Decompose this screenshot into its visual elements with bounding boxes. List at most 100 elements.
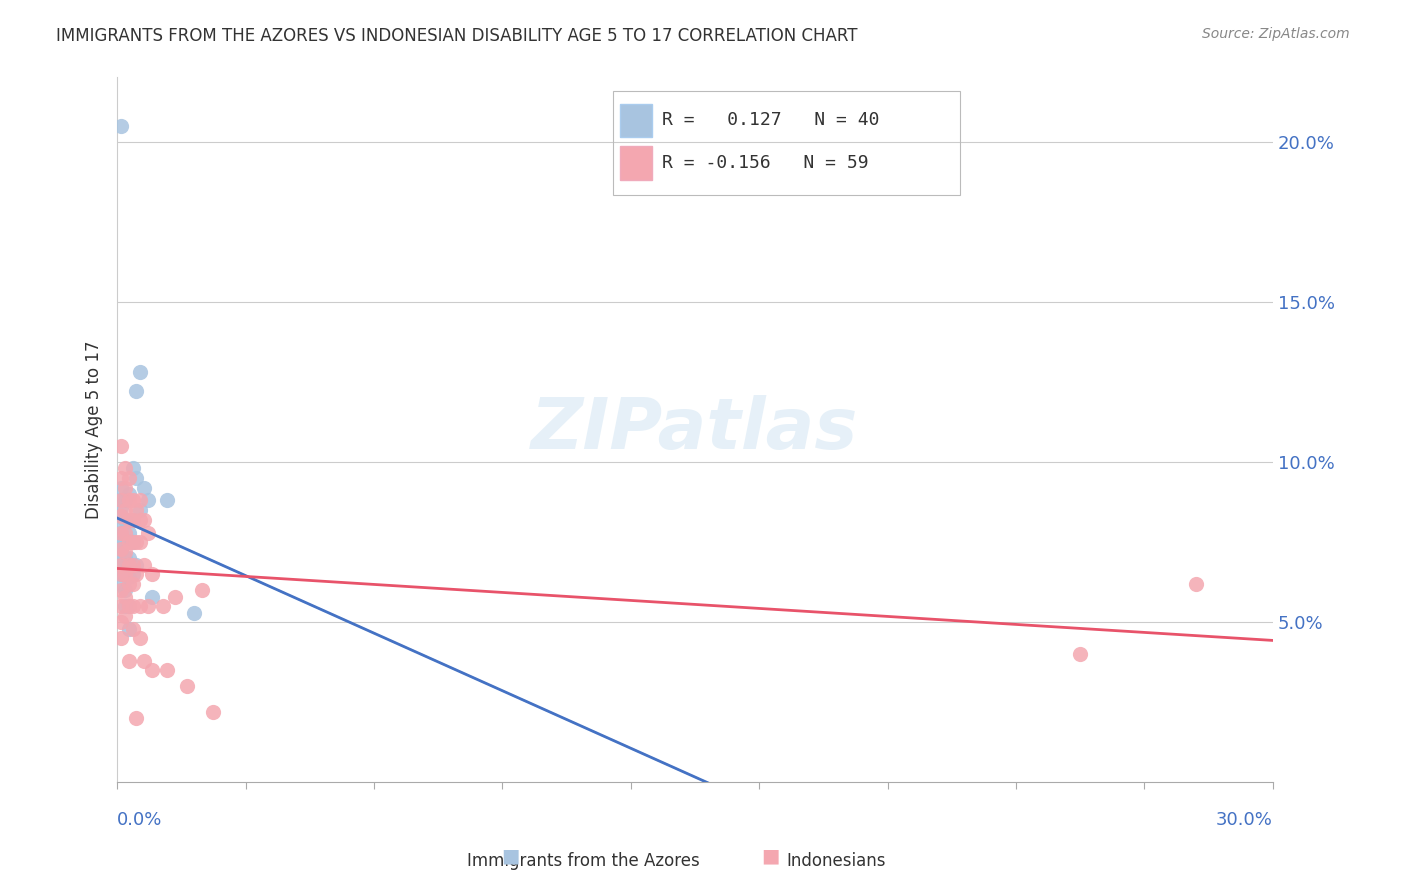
Bar bbox=[613, 91, 960, 195]
Point bbox=[134, 513, 156, 527]
Point bbox=[110, 551, 132, 566]
Point bbox=[110, 509, 132, 524]
Point bbox=[118, 551, 141, 566]
Point bbox=[183, 606, 205, 620]
Point bbox=[110, 541, 132, 556]
Point bbox=[136, 525, 159, 540]
Point bbox=[1185, 576, 1208, 591]
Point bbox=[121, 622, 143, 636]
Text: Immigrants from the Azores: Immigrants from the Azores bbox=[467, 852, 700, 870]
Point bbox=[125, 711, 148, 725]
Point bbox=[125, 503, 148, 517]
Text: IMMIGRANTS FROM THE AZORES VS INDONESIAN DISABILITY AGE 5 TO 17 CORRELATION CHAR: IMMIGRANTS FROM THE AZORES VS INDONESIAN… bbox=[56, 27, 858, 45]
Point bbox=[136, 493, 159, 508]
Point bbox=[110, 599, 132, 614]
Point bbox=[118, 622, 141, 636]
Point bbox=[114, 590, 136, 604]
Point bbox=[134, 654, 156, 668]
Text: ■: ■ bbox=[761, 847, 780, 865]
Point bbox=[129, 535, 152, 549]
Point bbox=[134, 558, 156, 572]
Point bbox=[118, 570, 141, 584]
Point bbox=[191, 583, 214, 598]
Point bbox=[114, 525, 136, 540]
Point bbox=[110, 541, 132, 556]
Point bbox=[110, 500, 132, 514]
Point bbox=[125, 567, 148, 582]
Point bbox=[118, 487, 141, 501]
FancyBboxPatch shape bbox=[620, 145, 652, 179]
Point bbox=[118, 525, 141, 540]
Point bbox=[129, 365, 152, 379]
Point bbox=[118, 535, 141, 549]
Point bbox=[121, 535, 143, 549]
Point bbox=[110, 535, 132, 549]
Point bbox=[118, 493, 141, 508]
Point bbox=[110, 493, 132, 508]
Text: 30.0%: 30.0% bbox=[1216, 811, 1272, 829]
Point bbox=[114, 461, 136, 475]
Point bbox=[129, 599, 152, 614]
Point bbox=[129, 493, 152, 508]
Point bbox=[110, 493, 132, 508]
Point bbox=[118, 576, 141, 591]
Point bbox=[114, 599, 136, 614]
Point bbox=[114, 513, 136, 527]
Point bbox=[110, 525, 132, 540]
Point bbox=[118, 471, 141, 485]
Point bbox=[121, 493, 143, 508]
Point bbox=[110, 583, 132, 598]
Point bbox=[114, 493, 136, 508]
Text: Indonesians: Indonesians bbox=[787, 852, 886, 870]
Point bbox=[134, 481, 156, 495]
Point bbox=[110, 439, 132, 453]
Point bbox=[118, 513, 141, 527]
Point bbox=[141, 663, 163, 677]
Point bbox=[114, 545, 136, 559]
Point bbox=[202, 705, 225, 719]
Point bbox=[129, 632, 152, 646]
Point bbox=[110, 567, 132, 582]
Point bbox=[121, 535, 143, 549]
Point bbox=[114, 535, 136, 549]
Point bbox=[118, 599, 141, 614]
Point bbox=[110, 615, 132, 630]
Point bbox=[118, 599, 141, 614]
Point bbox=[1069, 647, 1091, 661]
Point bbox=[118, 558, 141, 572]
Point bbox=[121, 599, 143, 614]
Point bbox=[125, 384, 148, 399]
Point bbox=[114, 583, 136, 598]
Point bbox=[110, 525, 132, 540]
Point bbox=[110, 576, 132, 591]
Text: ■: ■ bbox=[501, 847, 520, 865]
Point bbox=[110, 481, 132, 495]
Point bbox=[114, 503, 136, 517]
Point bbox=[110, 558, 132, 572]
Point bbox=[156, 493, 179, 508]
Point bbox=[110, 509, 132, 524]
Point bbox=[129, 513, 152, 527]
Point bbox=[110, 119, 132, 133]
Point bbox=[156, 663, 179, 677]
Point bbox=[141, 567, 163, 582]
Text: R =   0.127   N = 40: R = 0.127 N = 40 bbox=[662, 112, 879, 129]
Text: ZIPatlas: ZIPatlas bbox=[531, 395, 859, 465]
Point bbox=[121, 461, 143, 475]
Point bbox=[121, 576, 143, 591]
Y-axis label: Disability Age 5 to 17: Disability Age 5 to 17 bbox=[86, 341, 103, 519]
Point bbox=[152, 599, 174, 614]
Point bbox=[121, 513, 143, 527]
Point bbox=[136, 599, 159, 614]
Point bbox=[110, 558, 132, 572]
Point bbox=[141, 590, 163, 604]
Point bbox=[176, 679, 198, 693]
Text: R = -0.156   N = 59: R = -0.156 N = 59 bbox=[662, 153, 868, 172]
Point bbox=[125, 535, 148, 549]
Point bbox=[121, 513, 143, 527]
Point bbox=[114, 481, 136, 495]
Text: 0.0%: 0.0% bbox=[117, 811, 163, 829]
Point bbox=[129, 503, 152, 517]
Point bbox=[118, 654, 141, 668]
Point bbox=[114, 567, 136, 582]
